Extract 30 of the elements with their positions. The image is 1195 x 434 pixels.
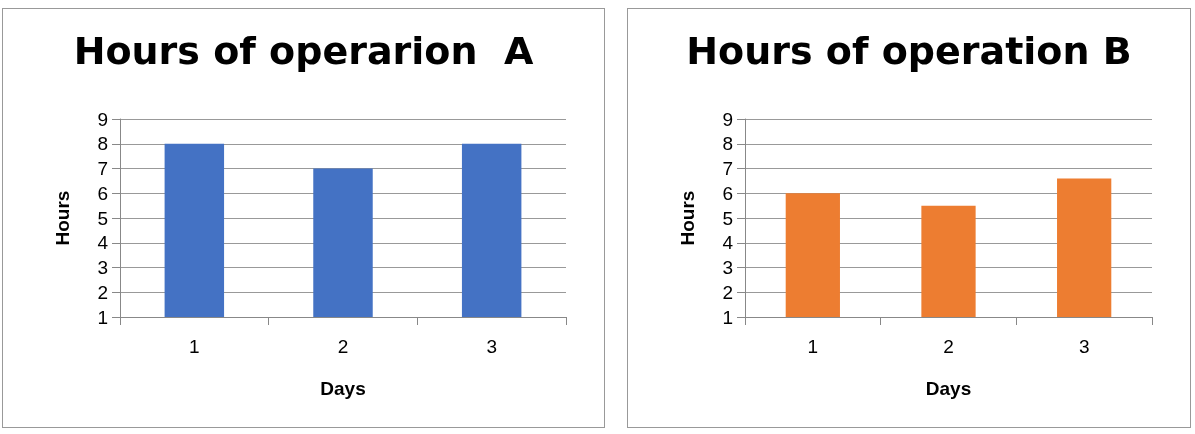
y-tick-label: 4 <box>97 232 109 254</box>
y-tick-label: 8 <box>97 133 108 155</box>
y-tick-label: 8 <box>722 133 733 155</box>
y-tick-label: 3 <box>722 257 733 278</box>
x-tick-label: 2 <box>337 336 349 357</box>
x-tick-label: 2 <box>943 336 954 357</box>
y-tick-label: 6 <box>97 182 108 204</box>
y-tick-label: 4 <box>722 232 734 254</box>
y-tick-label: 2 <box>97 281 108 303</box>
chart-title: Hours of operarion A <box>73 29 534 73</box>
y-tick-label: 2 <box>722 281 733 303</box>
y-tick-label: 5 <box>722 207 733 229</box>
y-tick-label: 9 <box>722 108 733 130</box>
y-tick-label: 7 <box>722 158 733 179</box>
y-tick-label: 6 <box>722 182 733 204</box>
x-axis-title: Days <box>320 378 366 399</box>
y-axis-title: Hours <box>52 190 73 246</box>
y-tick-label: 9 <box>97 108 108 130</box>
y-tick-label: 1 <box>97 306 108 328</box>
x-tick-label: 3 <box>1078 336 1090 357</box>
x-tick-label: 3 <box>486 336 497 357</box>
y-tick-label: 5 <box>97 207 108 229</box>
x-tick-label: 1 <box>189 336 200 357</box>
y-tick-label: 3 <box>97 257 108 278</box>
y-tick-label: 1 <box>722 306 733 328</box>
chart-title: Hours of operation B <box>686 29 1132 73</box>
x-tick-label: 1 <box>807 336 819 357</box>
x-axis-title: Days <box>925 378 972 399</box>
y-tick-label: 7 <box>97 158 108 179</box>
y-axis-title: Hours <box>677 190 698 246</box>
